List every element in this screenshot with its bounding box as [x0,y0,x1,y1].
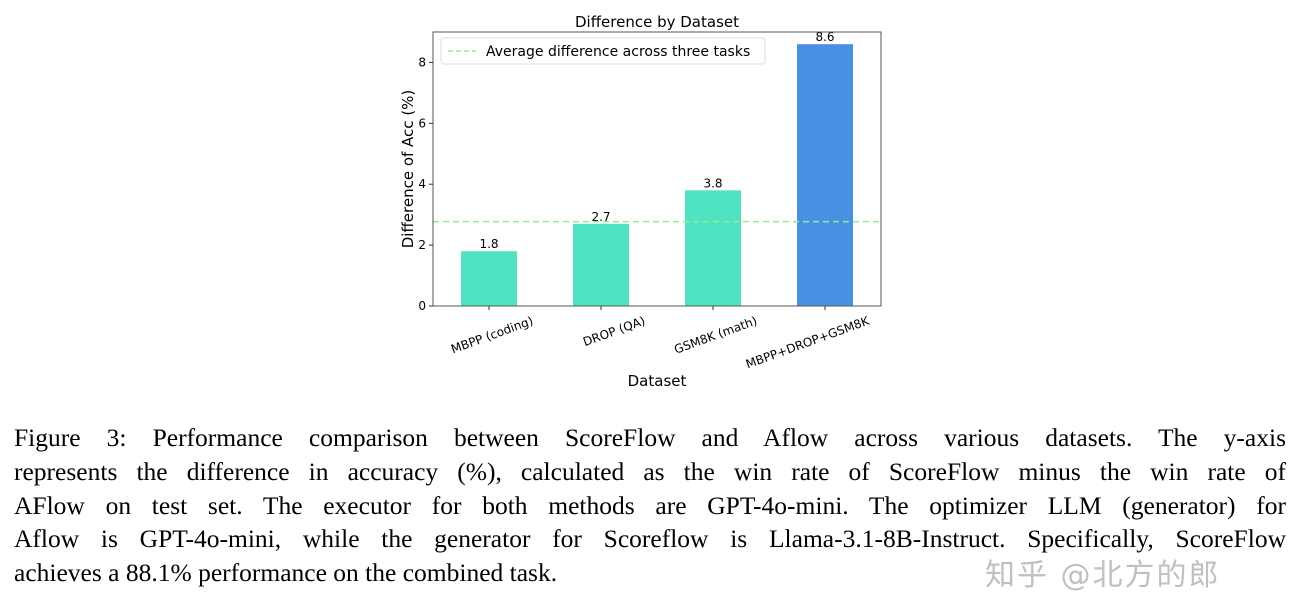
caption-line: AFlow on test set. The executor for both… [14,490,1286,520]
axes-frame [432,31,882,307]
bar [797,44,853,307]
legend: Average difference across three tasks [440,37,766,65]
y-tick-label: 2 [418,238,426,252]
bar-chart: Difference by Dataset 1.8 2.7 3.8 8.6 0 2 4 6 8… [399,13,882,390]
bar [685,190,741,306]
x-axis-label: Dataset [628,372,687,390]
bar [573,223,629,306]
legend-label: Average difference across three tasks [486,44,750,60]
y-tick-label: 0 [418,299,426,313]
x-tick-label: DROP (QA) [581,314,647,349]
data-label: 8.6 [815,30,834,44]
y-tick-label: 6 [418,116,426,130]
x-tick-label: GSM8K (math) [672,314,759,357]
x-tick-label: MBPP+DROP+GSM8K [744,313,872,371]
caption-line: Figure 3: Performance comparison between… [14,423,1286,452]
data-label: 2.7 [591,210,610,224]
data-label: 1.8 [479,237,498,251]
caption-line: Aflow is GPT-4o-mini, while the generato… [14,524,1286,554]
watermark: 知乎 @北方的郎 [985,558,1221,593]
x-tick-label: MBPP (coding) [449,314,535,357]
y-tick-label: 4 [418,177,426,191]
caption-line: achieves a 88.1% performance on the comb… [14,558,558,588]
y-tick-label: 8 [418,55,426,69]
caption-line: represents the difference in accuracy (%… [14,456,1286,486]
chart-title: Difference by Dataset [575,13,739,31]
figure-caption: Figure 3: Performance comparison between… [14,421,1286,590]
y-axis-label: Difference of Acc (%) [399,90,417,249]
bar [461,251,517,306]
data-label: 3.8 [703,176,722,190]
